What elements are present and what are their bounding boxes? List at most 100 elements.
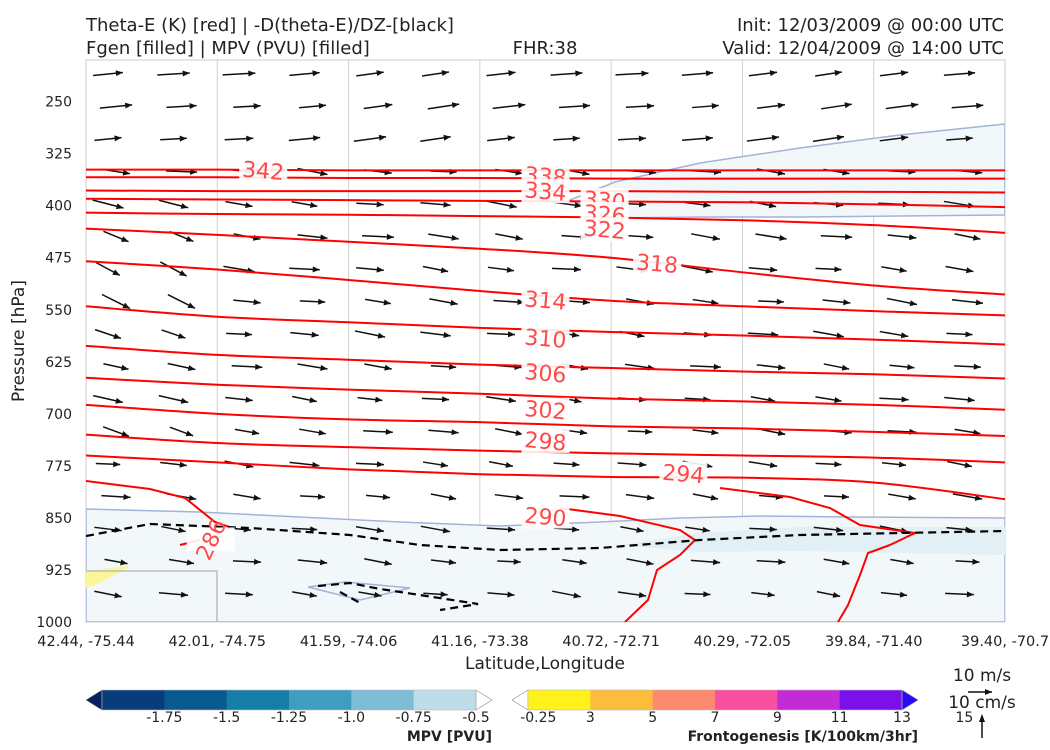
x-axis-ticks: 42.44, -75.44 42.01, -74.75 41.59, -74.06 4… <box>37 634 1049 650</box>
wind-vector-head <box>253 558 262 565</box>
wind-vector-head <box>776 298 784 305</box>
wind-vector-head <box>906 559 914 566</box>
wind-vector-head <box>836 134 845 141</box>
wind-vector-head <box>115 70 123 77</box>
fgen-colorbar-tick-label: 15 <box>955 710 973 726</box>
wind-vector-head <box>965 331 973 338</box>
wind-vector-head <box>508 70 516 77</box>
wind-vector-head <box>121 364 129 371</box>
wind-vector-head <box>638 592 647 598</box>
wind-vector-head <box>451 234 459 241</box>
wind-vector-head <box>443 134 451 141</box>
wind-vector-head <box>573 592 581 599</box>
theta-e-label-bg <box>521 428 570 453</box>
forecast-hour: FHR:38 <box>513 38 578 59</box>
wind-vector-head <box>898 461 907 468</box>
wind-vector-head <box>180 397 189 404</box>
y-tick-label: 400 <box>45 199 72 215</box>
theta-e-label: 318 <box>635 251 679 280</box>
wind-vector-head <box>185 430 194 437</box>
wind-vector-head <box>705 70 714 77</box>
wind-vector-head <box>451 102 460 109</box>
wind-vector-head <box>515 429 523 436</box>
wind-vector-head <box>441 396 450 403</box>
wind-vector-head <box>451 429 459 436</box>
theta-e-label: 310 <box>523 325 567 354</box>
wind-vector-head <box>382 493 390 500</box>
theta-e-label-bg <box>521 179 570 204</box>
wind-vector-head <box>900 332 909 339</box>
theta-e-label: 290 <box>523 504 567 533</box>
fgen-colorbar-tick-label: 3 <box>586 710 595 726</box>
mpv-region-lower-darker <box>620 527 1005 555</box>
wind-vector-head <box>186 559 194 566</box>
wind-vector-head <box>973 363 981 370</box>
wind-vector-head <box>310 526 318 533</box>
wind-vector-head <box>711 103 719 109</box>
fgen-colorbar-segment <box>715 690 778 710</box>
wind-vector-head <box>375 396 383 403</box>
y-tick-label: 1000 <box>36 615 72 631</box>
fgen-colorbar-left-tip <box>511 689 529 711</box>
wind-vector-head <box>320 234 328 241</box>
wind-vector-head <box>123 493 131 500</box>
y-axis-ticks: 250 325 400 475 550 625 700 775 850 925 1000 <box>36 95 72 631</box>
x-tick-label: 39.84, -71.40 <box>825 634 922 650</box>
wind-vector-head <box>571 526 580 533</box>
mpv-colorbar-segment <box>164 690 228 710</box>
wind-vector-head <box>845 233 853 240</box>
wind-vector-head <box>244 331 252 338</box>
mpv-colorbar: -1.75 -1.5 -1.25 -1.0 -0.75 -0.5 -0.25 <box>85 689 556 726</box>
wind-vector-head <box>121 430 129 437</box>
wind-vector-head <box>442 527 451 534</box>
wind-vector-head <box>255 363 263 370</box>
wind-vector-head <box>573 266 582 273</box>
fgen-colorbar-tick-label: 11 <box>831 710 849 726</box>
wind-vector-head <box>386 233 394 240</box>
wind-vector-head <box>712 234 720 241</box>
wind-vector-head <box>515 494 524 501</box>
wind-vector-head <box>318 298 326 305</box>
wind-vector-head <box>899 591 908 598</box>
theta-e-label: 298 <box>523 428 567 457</box>
x-tick-label: 41.16, -73.38 <box>431 634 528 650</box>
wind-vector-head <box>834 266 842 273</box>
wind-vector-head <box>509 202 517 209</box>
wind-vector-head <box>638 201 647 208</box>
wind-vector-head <box>448 363 457 370</box>
wind-vector-head <box>967 396 975 403</box>
wind-vector-head <box>836 332 844 339</box>
wind-vector-head <box>967 70 976 77</box>
mpv-colorbar-segment <box>102 690 165 710</box>
wind-vector-head <box>769 70 778 77</box>
wind-vector-head <box>448 559 457 566</box>
wind-vector-head <box>777 364 786 371</box>
wind-vector-head <box>582 299 590 306</box>
x-tick-label: 39.40, -70.7 <box>961 634 1049 650</box>
wind-vector-head <box>975 299 984 306</box>
mpv-colorbar-tick-label: -1.25 <box>271 710 307 726</box>
wind-vector-head <box>907 364 915 371</box>
terrain-box <box>86 570 218 622</box>
wind-vector-head <box>771 134 780 141</box>
mpv-colorbar-segment <box>226 690 290 710</box>
wind-vector-head <box>245 396 253 403</box>
wind-vector-head <box>312 461 320 468</box>
wind-vector-head <box>574 202 582 209</box>
wind-vector-head <box>899 267 907 273</box>
theta-e-label-bg <box>659 461 708 486</box>
wind-vector-head <box>841 493 849 500</box>
mpv-colorbar-tick-label: -0.75 <box>396 710 432 726</box>
wind-vector-head <box>900 70 909 77</box>
wind-vector-head <box>441 70 449 76</box>
wind-vector-head <box>909 300 918 307</box>
y-axis-label: Pressure [hPa] <box>9 280 29 402</box>
wind-vector-head <box>641 70 649 77</box>
wind-vector-head <box>253 494 261 501</box>
wind-vector-head <box>505 462 513 468</box>
fgen-colorbar-tick-label: 5 <box>648 710 657 726</box>
wind-vector-head <box>187 365 196 371</box>
wind-vector-head <box>376 70 384 77</box>
wind-vector-head <box>908 494 916 501</box>
mpv-colorbar-tick-label: -1.5 <box>213 710 240 726</box>
